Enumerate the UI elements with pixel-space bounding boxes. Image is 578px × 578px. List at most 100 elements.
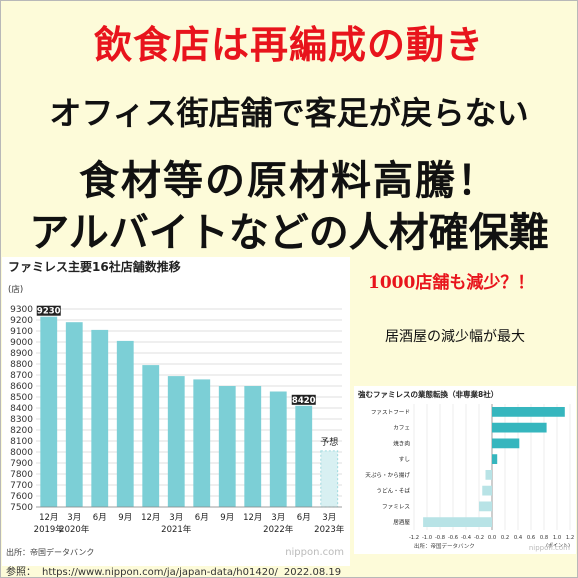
x-year-label: 2023年: [314, 524, 345, 535]
bar: [492, 438, 520, 449]
y-tick-label: 8100: [10, 437, 33, 447]
x-tick-label: 9月: [220, 513, 234, 523]
x-tick-label: 12月: [39, 513, 58, 523]
data-label: 8420: [292, 396, 316, 406]
y-tick-label: 7700: [10, 481, 33, 491]
x-tick-label: 6月: [93, 513, 107, 523]
x-tick-label: 3月: [271, 513, 285, 523]
bar: [423, 517, 492, 528]
chart2-title: 強むファミレスの業態転換（非専業8社）: [358, 389, 498, 399]
bar: [91, 329, 109, 507]
y-tick-label: 8400: [10, 404, 33, 414]
note-store-decrease: 1000店舗も減少？！: [368, 273, 535, 293]
bar: [295, 405, 313, 507]
bar: [193, 379, 211, 507]
x-tick-label: -0.2: [474, 535, 484, 541]
y-tick-label: 7500: [10, 503, 33, 513]
x-tick-label: 1.2: [566, 535, 574, 541]
chart-source: 出所：帝国データバンク: [6, 547, 94, 557]
y-category-label: うどん・そば: [376, 487, 410, 495]
x-tick-label: 3月: [169, 513, 183, 523]
headline-staffing: アルバイトなどの人材確保難: [29, 209, 549, 256]
chart2-credit: nippon.com: [529, 544, 570, 552]
x-tick-label: -1.2: [409, 535, 419, 541]
y-tick-label: 9300: [10, 305, 33, 315]
bar: [269, 391, 287, 507]
chart-credit: nippon.com: [285, 547, 344, 558]
store-count-chart: ファミレス主要16社店舗数推移 (店) 7500 7600 7700 7800 7900 80…: [2, 257, 350, 566]
x-tick-label: 9月: [118, 513, 132, 523]
y-category-label: ファミレス: [382, 503, 410, 510]
y-category-label: 天ぷら・から揚げ: [365, 471, 410, 479]
y-tick-label: 8300: [10, 415, 33, 425]
y-tick-label: 7600: [10, 492, 33, 502]
x-tick-label: 0.0: [488, 535, 496, 541]
y-tick-label: 9100: [10, 327, 33, 337]
y-tick-label: 8500: [10, 393, 33, 403]
footer: 参照： https://www.nippon.com/ja/japan-data/…: [6, 563, 347, 578]
x-year-label: 2021年: [161, 524, 192, 535]
x-tick-label: 0.2: [501, 535, 509, 541]
format-shift-chart: 強むファミレスの業態転換（非専業8社） -1.2 -1.0 -0.8 -0.6 -0.4-…: [354, 386, 576, 554]
x-tick-label: 3月: [67, 513, 81, 523]
y-tick-label: 7900: [10, 459, 33, 469]
x-tick-label: 0.4: [514, 535, 523, 541]
y-category-label: すし: [399, 456, 411, 463]
y-tick-label: 9000: [10, 338, 33, 348]
headline-material-costs: 食材等の原材料高騰！: [79, 157, 499, 204]
y-tick-label: 8900: [10, 349, 33, 359]
bar: [485, 469, 492, 480]
y-category-label: カフェ: [393, 425, 410, 432]
y-tick-label: 8200: [10, 426, 33, 436]
y-tick-label: 8600: [10, 382, 33, 392]
bar: [492, 422, 547, 433]
y-tick-label: 8800: [10, 360, 33, 370]
format-shift-svg: 強むファミレスの業態転換（非専業8社） -1.2 -1.0 -0.8 -0.6 -0.4-…: [358, 389, 574, 552]
bar: [492, 454, 498, 465]
forecast-bar: [320, 450, 339, 508]
bar: [218, 386, 236, 507]
bar: [116, 340, 134, 507]
x-tick-label: -0.6: [448, 535, 458, 541]
bar: [65, 322, 83, 507]
x-year-label: 2022年: [263, 524, 294, 535]
y-tick-label: 9200: [10, 316, 33, 326]
forecast-label: 予想: [320, 436, 338, 448]
headline-office-customers: オフィス街店舗で客足が戻らない: [49, 94, 529, 132]
x-tick-label: 6月: [195, 513, 209, 523]
y-category-label: 居酒屋: [393, 518, 410, 526]
y-category-label: 焼き肉: [393, 439, 410, 447]
x-tick-label: 12月: [243, 513, 262, 523]
data-label-box: [36, 305, 61, 316]
x-tick-label: -1.0: [422, 535, 432, 541]
note-izakaya-largest-drop: 居酒屋の減少幅が最大: [385, 329, 525, 345]
x-year-label: 2019年: [34, 524, 65, 535]
footer-source-label: 参照：: [6, 567, 36, 578]
x-tick-label: 3月: [322, 513, 336, 523]
bar: [244, 386, 262, 507]
y-tick-label: 8700: [10, 371, 33, 381]
data-label-box: [291, 394, 316, 405]
x-tick-label: 0.6: [527, 535, 535, 541]
x-tick-label: -0.8: [435, 535, 445, 541]
x-tick-label: 1.0: [553, 535, 561, 541]
bar: [40, 316, 58, 507]
y-category-label: ファストフード: [371, 409, 410, 416]
y-unit-label: (店): [8, 284, 23, 295]
x-tick-label: 12月: [141, 513, 160, 523]
bar: [142, 365, 160, 507]
x-year-label: 2020年: [59, 524, 90, 535]
chart2-source: 出所：帝国データバンク: [414, 542, 475, 550]
x-tick-label: 0.8: [540, 535, 548, 541]
footer-url[interactable]: https://www.nippon.com/ja/japan-data/h01…: [42, 567, 278, 578]
bar: [492, 406, 565, 417]
bar: [482, 485, 492, 496]
data-label: 9230: [37, 307, 61, 317]
bar: [479, 501, 492, 512]
x-tick-label: 6月: [297, 513, 311, 523]
x-unit-label: (ポイント): [546, 542, 570, 549]
bar: [167, 376, 185, 507]
footer-date: 2022.08.19: [283, 567, 342, 578]
y-tick-label: 8000: [10, 448, 33, 458]
store-count-svg: ファミレス主要16社店舗数推移 (店) 7500760077007800790080…: [6, 259, 345, 558]
